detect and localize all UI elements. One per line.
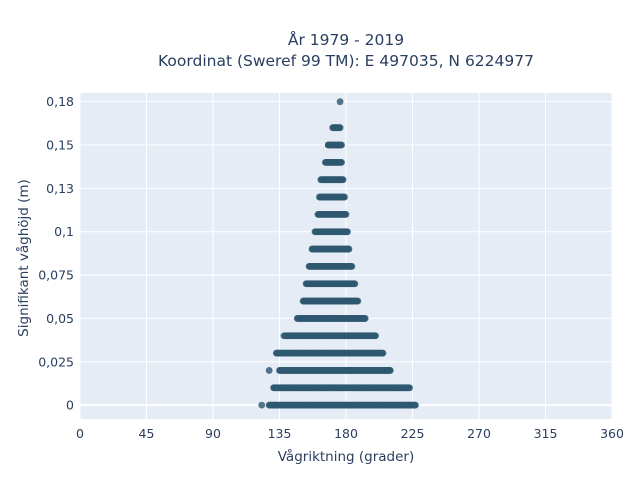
y-tick-label: 0,13 xyxy=(46,181,74,196)
x-tick-label: 315 xyxy=(534,426,558,441)
data-point xyxy=(336,124,344,132)
data-point xyxy=(265,367,273,374)
data-points xyxy=(258,98,419,409)
data-point xyxy=(354,297,362,305)
data-point xyxy=(379,349,387,357)
x-tick-label: 90 xyxy=(205,426,221,441)
data-point xyxy=(386,367,394,374)
data-point xyxy=(361,315,369,322)
x-tick-label: 225 xyxy=(401,426,425,441)
data-point xyxy=(339,176,347,184)
y-tick-label: 0,025 xyxy=(38,354,74,369)
data-point xyxy=(338,158,345,166)
x-tick-label: 45 xyxy=(139,426,155,441)
data-point xyxy=(324,141,332,149)
data-point xyxy=(273,349,280,357)
x-tick-label: 180 xyxy=(334,426,358,441)
y-axis-ticks: 0 0,025 0,05 0,075 0,1 0,13 0,15 0,18 xyxy=(38,94,74,412)
data-point xyxy=(404,401,412,409)
data-point xyxy=(338,141,345,149)
data-point xyxy=(348,263,356,270)
data-point xyxy=(344,228,351,236)
y-tick-label: 0,075 xyxy=(38,268,74,283)
x-tick-label: 0 xyxy=(76,426,84,441)
x-tick-label: 360 xyxy=(600,426,624,441)
y-tick-label: 0,18 xyxy=(46,94,74,109)
y-tick-label: 0,15 xyxy=(46,138,74,153)
data-point xyxy=(412,401,419,409)
y-tick-label: 0,1 xyxy=(54,224,74,239)
data-point xyxy=(351,280,359,288)
data-point xyxy=(258,401,266,409)
y-axis-label: Signifikant våghöjd (m) xyxy=(15,179,32,337)
chart-title-line2: Koordinat (Sweref 99 TM): E 497035, N 62… xyxy=(158,52,534,70)
x-axis-ticks: 0 45 90 135 180 225 270 315 360 xyxy=(76,426,624,441)
x-tick-label: 135 xyxy=(268,426,292,441)
data-point xyxy=(342,210,350,218)
data-point xyxy=(372,332,379,340)
data-point xyxy=(336,98,344,106)
y-tick-label: 0,05 xyxy=(46,311,74,326)
x-axis-label: Vågriktning (grader) xyxy=(278,448,415,465)
data-point xyxy=(406,384,413,392)
y-tick-label: 0 xyxy=(66,398,74,413)
chart-title-line1: År 1979 - 2019 xyxy=(288,30,404,49)
x-tick-label: 270 xyxy=(467,426,491,441)
data-point xyxy=(345,245,353,253)
data-point xyxy=(280,332,288,340)
data-point xyxy=(341,193,348,201)
